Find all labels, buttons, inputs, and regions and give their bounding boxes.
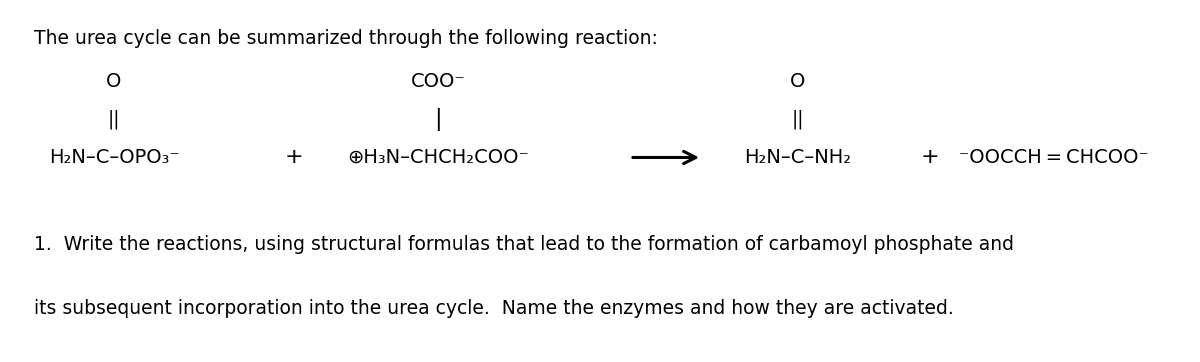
Text: O: O <box>791 72 805 91</box>
Text: ⁻OOCCH = CHCOO⁻: ⁻OOCCH = CHCOO⁻ <box>959 148 1148 167</box>
Text: ||: || <box>108 110 120 129</box>
Text: +: + <box>920 147 940 168</box>
Text: ||: || <box>792 110 804 129</box>
Text: The urea cycle can be summarized through the following reaction:: The urea cycle can be summarized through… <box>34 29 658 48</box>
Text: H₂N–C–OPO₃⁻: H₂N–C–OPO₃⁻ <box>49 148 179 167</box>
Text: +: + <box>284 147 304 168</box>
Text: COO⁻: COO⁻ <box>410 72 466 91</box>
Text: its subsequent incorporation into the urea cycle.  Name the enzymes and how they: its subsequent incorporation into the ur… <box>34 299 953 317</box>
Text: 1.  Write the reactions, using structural formulas that lead to the formation of: 1. Write the reactions, using structural… <box>34 235 1014 254</box>
Text: O: O <box>107 72 121 91</box>
Text: ⊕H₃N–CHCH₂COO⁻: ⊕H₃N–CHCH₂COO⁻ <box>347 148 529 167</box>
Text: H₂N–C–NH₂: H₂N–C–NH₂ <box>744 148 852 167</box>
Text: |: | <box>434 108 442 131</box>
